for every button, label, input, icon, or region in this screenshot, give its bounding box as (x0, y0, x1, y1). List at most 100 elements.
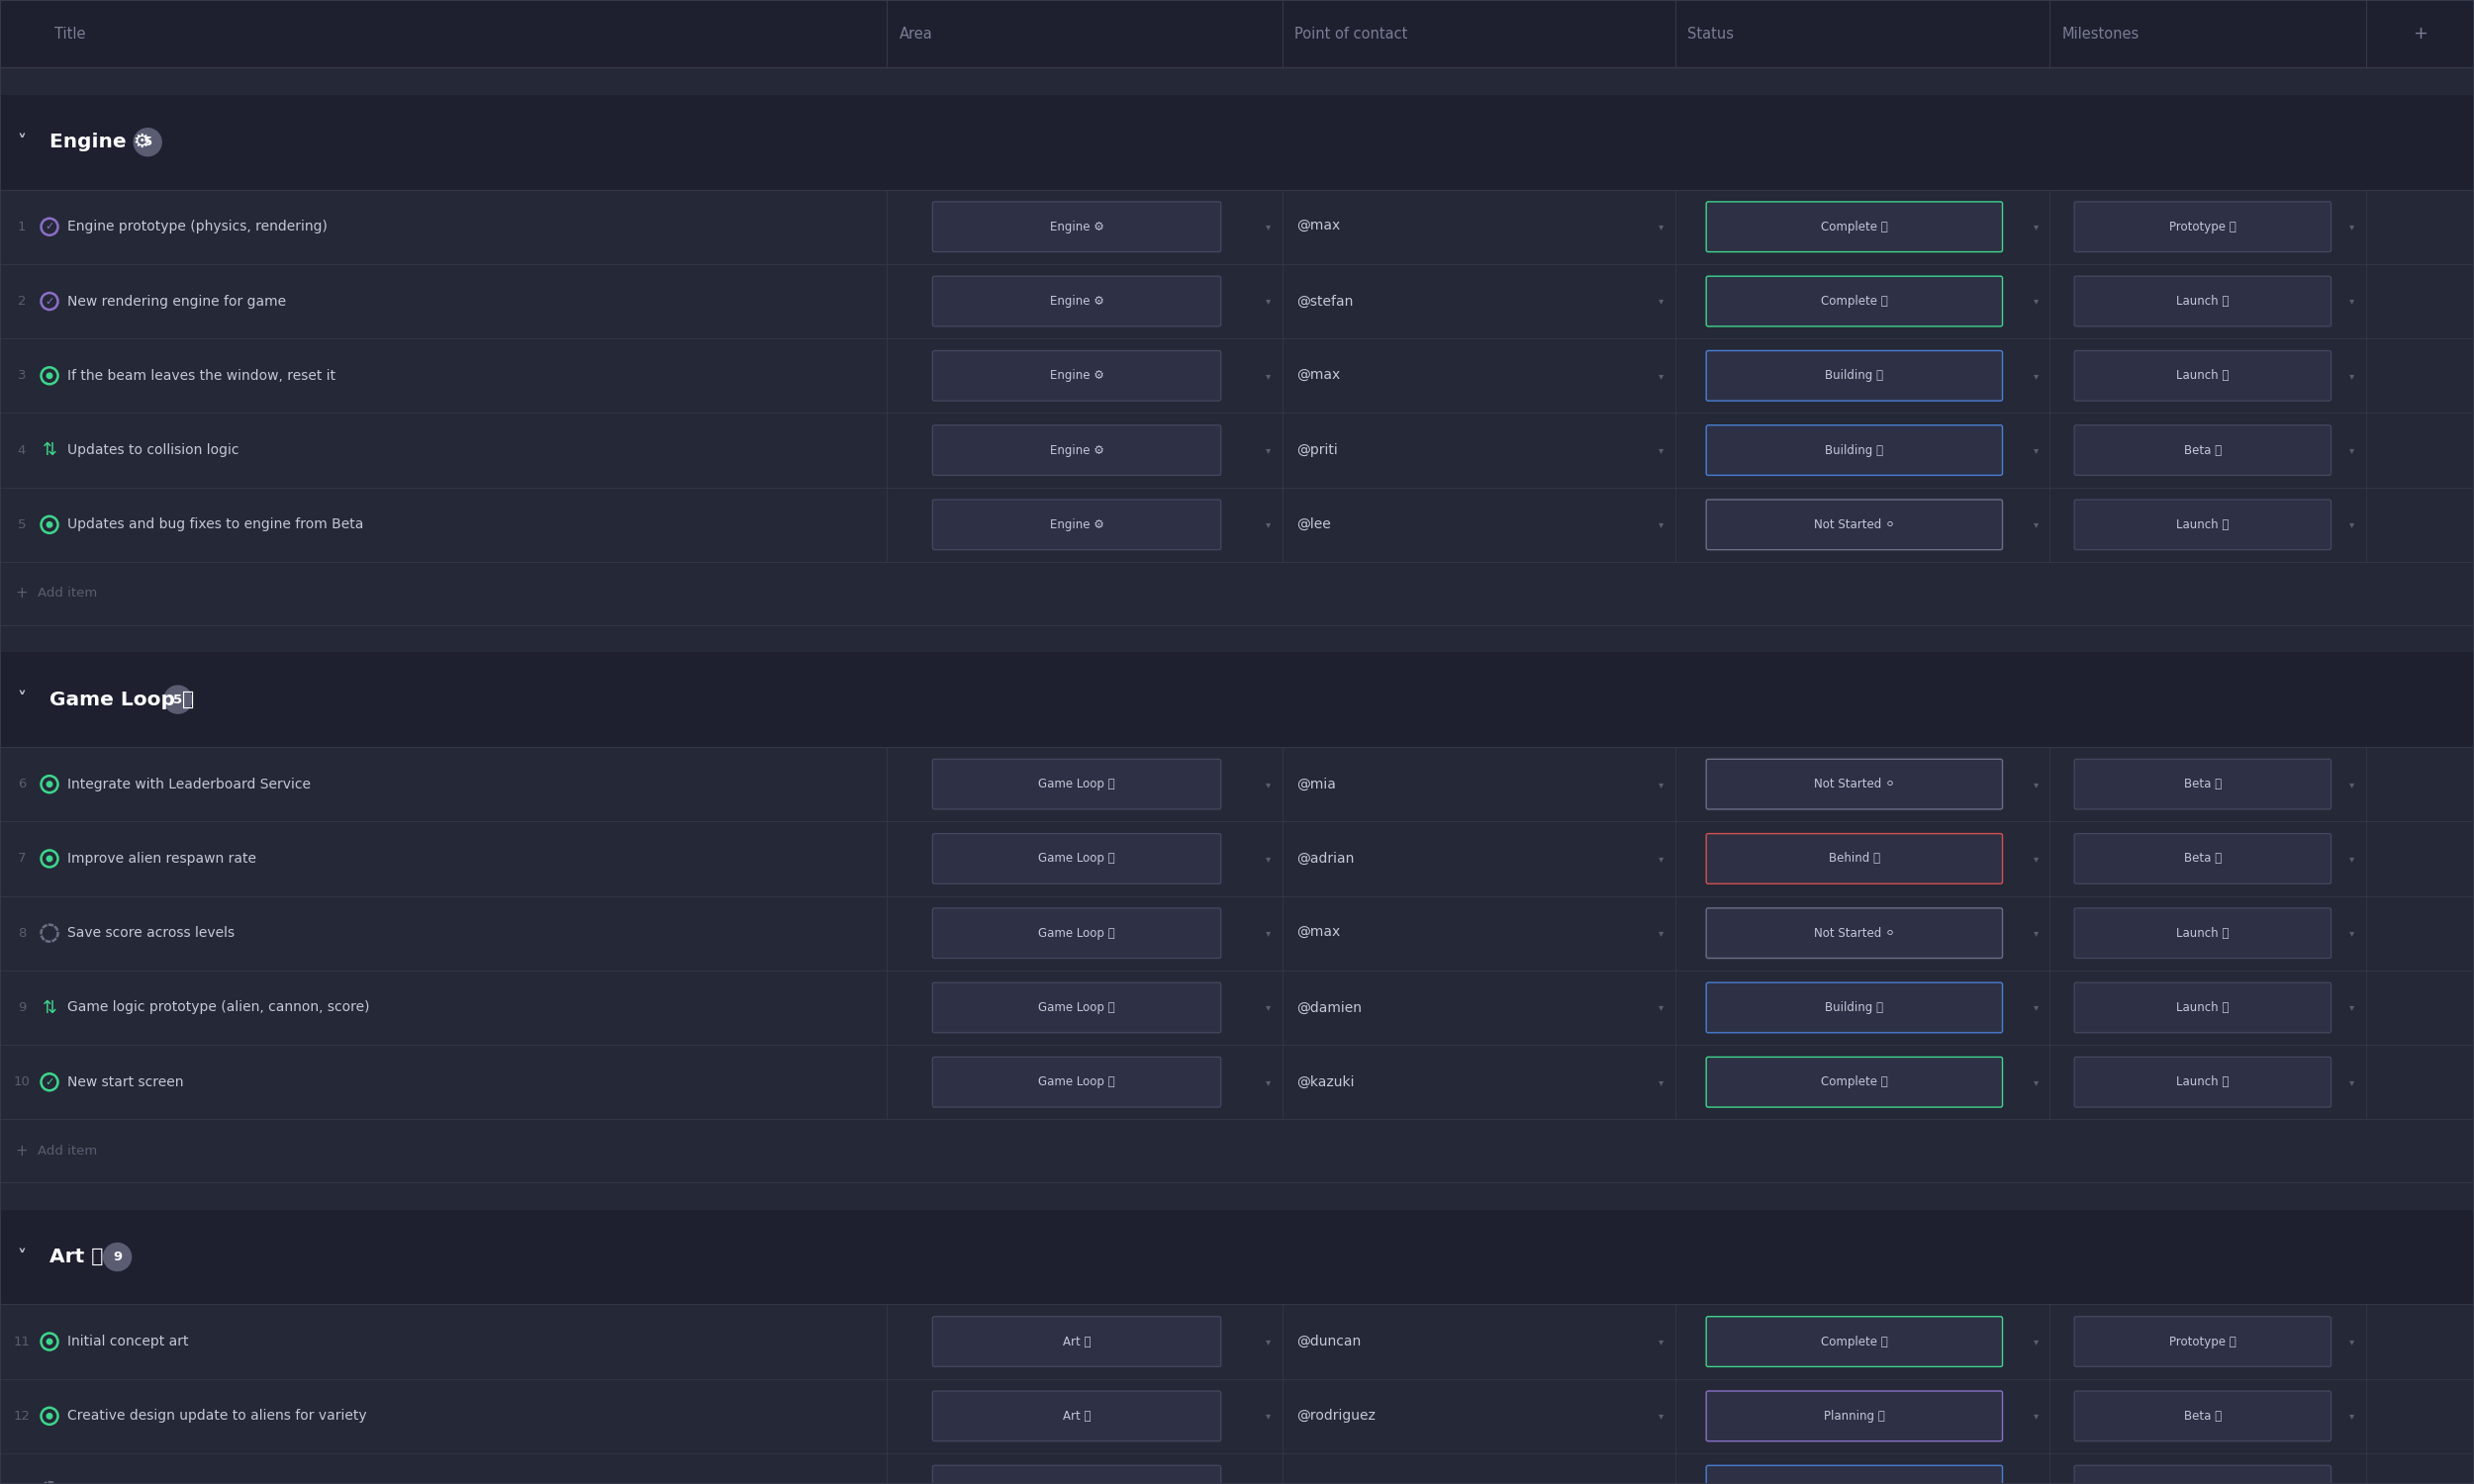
Text: Updates and bug fixes to engine from Beta: Updates and bug fixes to engine from Bet… (67, 518, 364, 531)
Text: ▾: ▾ (1658, 853, 1663, 864)
Text: Creative design update to aliens for variety: Creative design update to aliens for var… (67, 1410, 366, 1423)
Text: Beta 🌱: Beta 🌱 (2185, 852, 2222, 865)
Text: @duncan: @duncan (1296, 1334, 1361, 1349)
Bar (0, 0, 2474, 68)
FancyBboxPatch shape (2073, 1057, 2331, 1107)
Text: ▾: ▾ (1658, 1003, 1663, 1012)
Text: Initial concept art: Initial concept art (67, 1334, 188, 1349)
Text: 2: 2 (17, 295, 25, 307)
Text: ▾: ▾ (1267, 1337, 1272, 1346)
Text: Complete ✅: Complete ✅ (1821, 1336, 1888, 1347)
Text: If the beam leaves the window, reset it: If the beam leaves the window, reset it (67, 370, 336, 383)
Text: Building 📋: Building 📋 (1826, 444, 1883, 457)
Text: ▾: ▾ (1267, 445, 1272, 456)
Text: Game Loop 🏁: Game Loop 🏁 (49, 690, 193, 709)
Text: Beta 🌱: Beta 🌱 (2185, 444, 2222, 457)
Text: ▾: ▾ (1658, 928, 1663, 938)
Text: @mia: @mia (1296, 778, 1336, 791)
Text: ▾: ▾ (1658, 1077, 1663, 1086)
Text: Game Loop 🏁: Game Loop 🏁 (1039, 852, 1116, 865)
FancyBboxPatch shape (1707, 1057, 2001, 1107)
Bar (0, 95, 2474, 190)
FancyBboxPatch shape (933, 424, 1220, 475)
Text: Engine ⚙: Engine ⚙ (1049, 295, 1103, 307)
Circle shape (47, 1413, 52, 1419)
Text: @stefan: @stefan (1296, 294, 1353, 309)
Text: Complete ✅: Complete ✅ (1821, 220, 1888, 233)
FancyBboxPatch shape (933, 350, 1220, 401)
Text: 12: 12 (12, 1410, 30, 1423)
FancyBboxPatch shape (1707, 1316, 2001, 1367)
Text: @adrian: @adrian (1296, 852, 1356, 865)
Text: @priti: @priti (1296, 444, 1338, 457)
Text: ▾: ▾ (1267, 297, 1272, 306)
Text: ▾: ▾ (1658, 221, 1663, 232)
Text: Not Started ⚪: Not Started ⚪ (1813, 518, 1895, 531)
Text: 5: 5 (143, 135, 153, 148)
Text: ▾: ▾ (2350, 1411, 2355, 1422)
Text: Game Loop 🏁: Game Loop 🏁 (1039, 926, 1116, 939)
FancyBboxPatch shape (933, 1316, 1220, 1367)
Text: ˅: ˅ (17, 134, 27, 151)
Text: Title: Title (54, 27, 87, 42)
Text: ▾: ▾ (2034, 371, 2039, 381)
Text: Game Loop 🏁: Game Loop 🏁 (1039, 1076, 1116, 1089)
Text: ▾: ▾ (2350, 445, 2355, 456)
Text: 9: 9 (17, 1002, 25, 1014)
Text: ▾: ▾ (2350, 519, 2355, 530)
Text: ▾: ▾ (2350, 1077, 2355, 1086)
Text: Engine ⚙: Engine ⚙ (1049, 444, 1103, 457)
Text: ▾: ▾ (2034, 1003, 2039, 1012)
Text: 1: 1 (17, 220, 25, 233)
Text: Add item: Add item (37, 1144, 96, 1158)
Text: Engine ⚙: Engine ⚙ (1049, 518, 1103, 531)
Text: +: + (15, 1144, 27, 1159)
Text: ▾: ▾ (2034, 928, 2039, 938)
Text: ▾: ▾ (2034, 779, 2039, 789)
Bar (0, 413, 2474, 487)
Text: ▾: ▾ (1658, 371, 1663, 381)
Text: ▾: ▾ (2034, 221, 2039, 232)
Circle shape (134, 128, 161, 156)
Text: @rodriguez: @rodriguez (1296, 1410, 1376, 1423)
FancyBboxPatch shape (2073, 1391, 2331, 1441)
Text: Planning 📅: Planning 📅 (1823, 1410, 1885, 1423)
FancyBboxPatch shape (933, 1391, 1220, 1441)
Text: New start screen: New start screen (67, 1074, 183, 1089)
Text: @damien: @damien (1296, 1000, 1363, 1015)
Bar (0, 1119, 2474, 1183)
Text: ▾: ▾ (1267, 221, 1272, 232)
FancyBboxPatch shape (2073, 760, 2331, 809)
FancyBboxPatch shape (2073, 1466, 2331, 1484)
Text: Milestones: Milestones (2061, 27, 2140, 42)
Text: Not Started ⚪: Not Started ⚪ (1813, 926, 1895, 939)
Text: Add item: Add item (37, 588, 96, 600)
Text: ✓: ✓ (45, 1077, 54, 1086)
Text: ▾: ▾ (1267, 779, 1272, 789)
FancyBboxPatch shape (1707, 982, 2001, 1033)
FancyBboxPatch shape (2073, 500, 2331, 549)
Text: ▾: ▾ (2034, 445, 2039, 456)
Bar (0, 487, 2474, 562)
Text: ▾: ▾ (1658, 1337, 1663, 1346)
Text: @max: @max (1296, 220, 1341, 233)
Bar (0, 1183, 2474, 1209)
FancyBboxPatch shape (933, 760, 1220, 809)
Text: ▾: ▾ (1658, 779, 1663, 789)
FancyBboxPatch shape (2073, 202, 2331, 252)
Text: ▾: ▾ (2350, 1337, 2355, 1346)
FancyBboxPatch shape (1707, 202, 2001, 252)
Text: ▾: ▾ (2350, 297, 2355, 306)
Text: Prototype 🚀: Prototype 🚀 (2170, 220, 2236, 233)
Text: ˅: ˅ (17, 690, 27, 708)
Text: ▾: ▾ (1267, 928, 1272, 938)
FancyBboxPatch shape (1707, 350, 2001, 401)
Circle shape (47, 782, 52, 787)
Text: Launch 🚀: Launch 🚀 (2177, 926, 2229, 939)
Text: Behind 🚩: Behind 🚩 (1828, 852, 1880, 865)
Circle shape (47, 372, 52, 378)
Text: @max: @max (1296, 926, 1341, 939)
Text: Engine ⚙: Engine ⚙ (1049, 370, 1103, 383)
Text: 7: 7 (17, 852, 25, 865)
FancyBboxPatch shape (1707, 834, 2001, 884)
